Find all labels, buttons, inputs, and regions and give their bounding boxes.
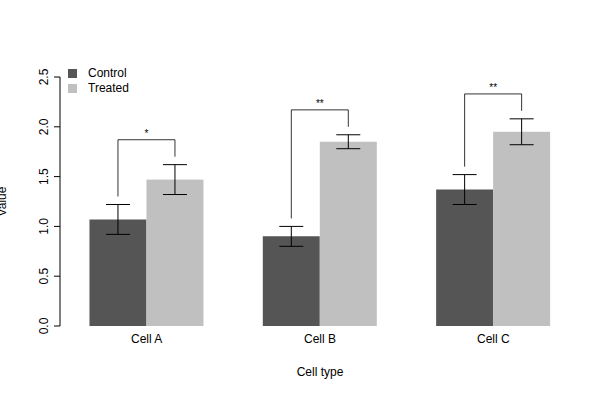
- html-text:Treated: Treated: [88, 81, 129, 95]
- svg-text:0.5: 0.5: [37, 268, 51, 285]
- svg-text:0.0: 0.0: [37, 317, 51, 334]
- svg-text:Cell C: Cell C: [477, 332, 510, 346]
- svg-text:**: **: [489, 82, 497, 93]
- svg-text:2.0: 2.0: [37, 118, 51, 135]
- svg-text:1.0: 1.0: [37, 218, 51, 235]
- svg-text:1.5: 1.5: [37, 168, 51, 185]
- svg-text:Cell B: Cell B: [304, 332, 336, 346]
- svg-text:Cell A: Cell A: [131, 332, 162, 346]
- svg-text:**: **: [316, 98, 324, 109]
- svg-text:2.5: 2.5: [37, 68, 51, 85]
- html-text:Control: Control: [88, 66, 127, 80]
- svg-text:*: *: [145, 128, 149, 139]
- svg-text:Cell type: Cell type: [297, 365, 344, 379]
- svg-text:Value: Value: [8, 186, 9, 216]
